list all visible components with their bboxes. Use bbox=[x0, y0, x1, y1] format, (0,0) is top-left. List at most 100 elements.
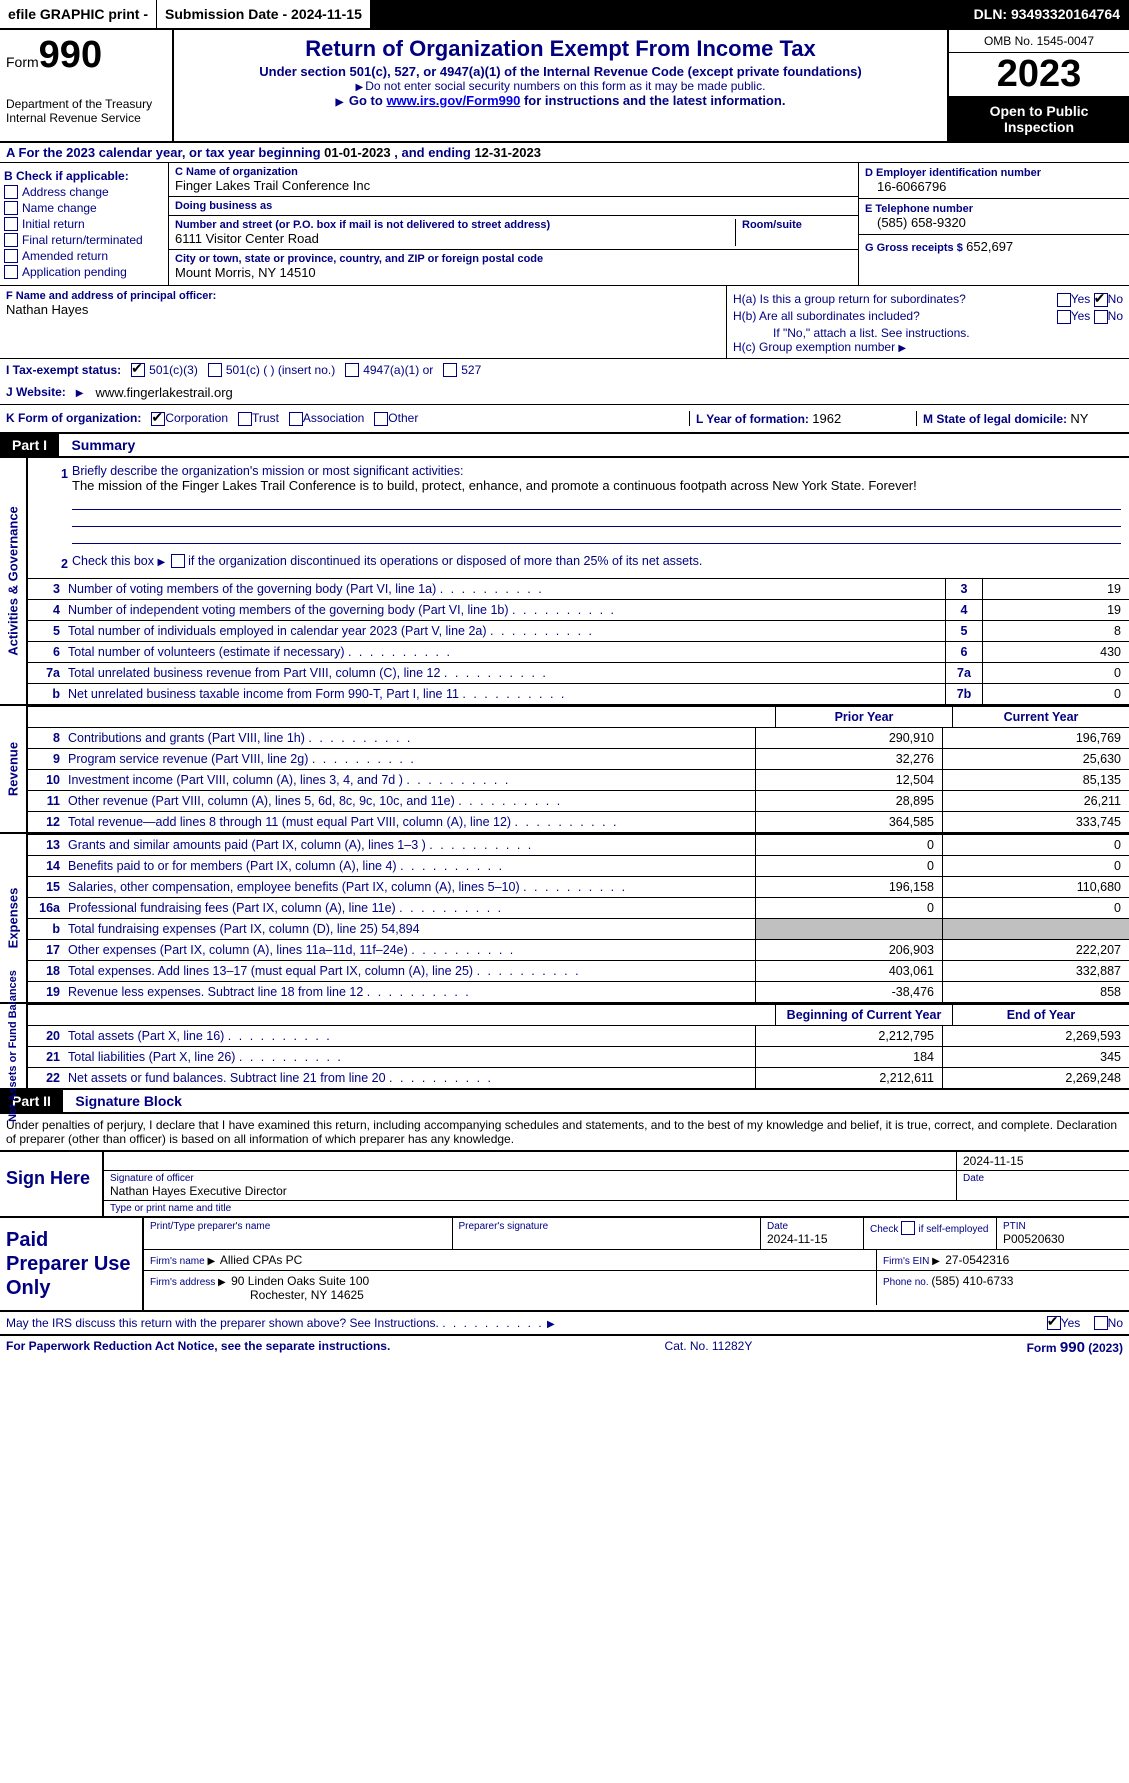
table-row: 20Total assets (Part X, line 16) 2,212,7… bbox=[28, 1025, 1129, 1046]
line-2-pre: Check this box bbox=[72, 554, 157, 568]
header-right: OMB No. 1545-0047 2023 Open to Public In… bbox=[947, 30, 1129, 141]
line-num: 6 bbox=[28, 642, 64, 662]
phone-row: E Telephone number (585) 658-9320 bbox=[859, 199, 1129, 235]
side-label-exp: Expenses bbox=[6, 887, 21, 948]
checkbox-icon[interactable] bbox=[374, 412, 388, 426]
sign-right: 2024-11-15 Signature of officer Nathan H… bbox=[104, 1152, 1129, 1216]
table-row: 22Net assets or fund balances. Subtract … bbox=[28, 1067, 1129, 1088]
sig-date: 2024-11-15 bbox=[956, 1152, 1129, 1170]
state-domicile-label: M State of legal domicile: bbox=[923, 412, 1070, 426]
checkbox-icon[interactable] bbox=[289, 412, 303, 426]
prior-year-value: 12,504 bbox=[755, 770, 942, 790]
date-label: Date bbox=[963, 1173, 1123, 1184]
ptin-label: PTIN bbox=[1003, 1221, 1123, 1232]
dba-label: Doing business as bbox=[175, 200, 852, 212]
line-num: 5 bbox=[28, 621, 64, 641]
tax-year: 2023 bbox=[949, 53, 1129, 97]
footer-center: Cat. No. 11282Y bbox=[665, 1339, 753, 1356]
checkbox-icon[interactable] bbox=[345, 363, 359, 377]
line-label: Net unrelated business taxable income fr… bbox=[64, 684, 945, 704]
checkbox-icon[interactable] bbox=[4, 265, 18, 279]
footer-left: For Paperwork Reduction Act Notice, see … bbox=[6, 1339, 390, 1356]
prep-name-label: Print/Type preparer's name bbox=[150, 1221, 446, 1232]
col-end-year: End of Year bbox=[952, 1005, 1129, 1025]
line-box: 7b bbox=[945, 684, 983, 704]
line-label: Revenue less expenses. Subtract line 18 … bbox=[64, 982, 755, 1002]
prior-year-value: 2,212,795 bbox=[755, 1026, 942, 1046]
checkbox-icon[interactable] bbox=[443, 363, 457, 377]
hr-line bbox=[72, 526, 1121, 527]
current-year-value: 2,269,593 bbox=[942, 1026, 1129, 1046]
yes-label: Yes bbox=[1071, 292, 1091, 306]
no-label: No bbox=[1108, 292, 1123, 306]
checkbox-icon[interactable] bbox=[4, 217, 18, 231]
net-lines: 20Total assets (Part X, line 16) 2,212,7… bbox=[28, 1025, 1129, 1088]
chk-amended-return: Amended return bbox=[4, 249, 164, 263]
current-year-value: 85,135 bbox=[942, 770, 1129, 790]
line-num: 19 bbox=[28, 982, 64, 1002]
org-corp: Corporation bbox=[165, 411, 228, 425]
hr-line bbox=[72, 543, 1121, 544]
checkbox-icon[interactable] bbox=[1057, 310, 1071, 324]
checkbox-icon[interactable] bbox=[4, 233, 18, 247]
line-1-label: Briefly describe the organization's miss… bbox=[72, 464, 463, 478]
prior-year-value: -38,476 bbox=[755, 982, 942, 1002]
subtitle-3: Go to www.irs.gov/Form990 for instructio… bbox=[182, 93, 939, 108]
row-l-year: L Year of formation: 1962 bbox=[689, 411, 916, 426]
checkbox-icon[interactable] bbox=[1094, 293, 1108, 307]
checkbox-icon[interactable] bbox=[4, 249, 18, 263]
checkbox-icon[interactable] bbox=[4, 185, 18, 199]
current-year-value: 25,630 bbox=[942, 749, 1129, 769]
topbar-spacer bbox=[371, 0, 966, 28]
checkbox-icon[interactable] bbox=[151, 412, 165, 426]
line-num: 9 bbox=[28, 749, 64, 769]
subtitle-2-text: Do not enter social security numbers on … bbox=[365, 79, 765, 93]
org-name-row: C Name of organization Finger Lakes Trai… bbox=[169, 163, 858, 197]
state-domicile-value: NY bbox=[1070, 411, 1088, 426]
prior-year-value: 0 bbox=[755, 898, 942, 918]
checkbox-icon[interactable] bbox=[1047, 1316, 1061, 1330]
line-1-mission: 1 Briefly describe the organization's mi… bbox=[28, 458, 1129, 550]
checkbox-icon[interactable] bbox=[1057, 293, 1071, 307]
checkbox-icon[interactable] bbox=[131, 363, 145, 377]
table-row: 16aProfessional fundraising fees (Part I… bbox=[28, 897, 1129, 918]
ptin-value: P00520630 bbox=[1003, 1232, 1123, 1246]
table-row: bNet unrelated business taxable income f… bbox=[28, 683, 1129, 704]
h-a-label: H(a) Is this a group return for subordin… bbox=[733, 292, 966, 307]
box-b-label: B Check if applicable: bbox=[4, 169, 164, 183]
table-row: 19Revenue less expenses. Subtract line 1… bbox=[28, 981, 1129, 1002]
line-value: 430 bbox=[983, 642, 1129, 662]
firm-name-label: Firm's name bbox=[150, 1256, 207, 1267]
line-value: 0 bbox=[983, 684, 1129, 704]
checkbox-icon[interactable] bbox=[901, 1221, 915, 1235]
self-emp-post: if self-employed bbox=[918, 1224, 988, 1235]
year-formation-value: 1962 bbox=[812, 411, 841, 426]
current-year-value: 26,211 bbox=[942, 791, 1129, 811]
side-tab-rev: Revenue bbox=[0, 706, 28, 832]
checkbox-icon[interactable] bbox=[4, 201, 18, 215]
room-label: Room/suite bbox=[742, 219, 852, 231]
checkbox-icon[interactable] bbox=[1094, 310, 1108, 324]
current-year-value: 196,769 bbox=[942, 728, 1129, 748]
part-1-badge: Part I bbox=[0, 434, 59, 456]
checkbox-icon[interactable] bbox=[171, 554, 185, 568]
line-label: Number of independent voting members of … bbox=[64, 600, 945, 620]
efile-label: efile GRAPHIC print - bbox=[0, 0, 157, 28]
prior-year-value: 32,276 bbox=[755, 749, 942, 769]
side-tab-net: Net Assets or Fund Balances bbox=[0, 1004, 28, 1088]
irs-link[interactable]: www.irs.gov/Form990 bbox=[386, 93, 520, 108]
current-year-value: 0 bbox=[942, 856, 1129, 876]
ag-lines: 3Number of voting members of the governi… bbox=[28, 578, 1129, 704]
info-grid-bcde: B Check if applicable: Address change Na… bbox=[0, 163, 1129, 286]
checkbox-icon[interactable] bbox=[238, 412, 252, 426]
chk-label: Application pending bbox=[22, 265, 127, 279]
checkbox-icon[interactable] bbox=[1094, 1316, 1108, 1330]
line-box: 4 bbox=[945, 600, 983, 620]
row-fh: F Name and address of principal officer:… bbox=[0, 286, 1129, 359]
firm-addr: 90 Linden Oaks Suite 100 bbox=[231, 1274, 369, 1288]
checkbox-icon[interactable] bbox=[208, 363, 222, 377]
goto-post: for instructions and the latest informat… bbox=[524, 93, 785, 108]
line-label: Grants and similar amounts paid (Part IX… bbox=[64, 835, 755, 855]
line-num-2: 2 bbox=[36, 554, 72, 574]
chk-label: Final return/terminated bbox=[22, 233, 143, 247]
